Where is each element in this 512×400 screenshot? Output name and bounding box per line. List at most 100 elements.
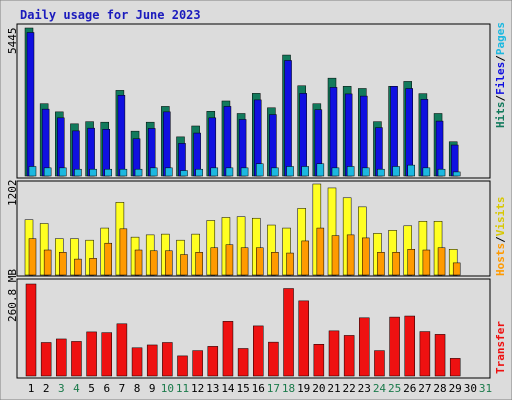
day-tick-label: 4 <box>73 382 80 395</box>
hosts-bar <box>165 250 173 276</box>
pages-bar <box>180 170 188 177</box>
files-bar <box>435 120 444 177</box>
transfer-bar <box>389 316 400 377</box>
day-tick-label: 24 <box>373 382 387 395</box>
day-tick-label: 20 <box>312 382 325 395</box>
transfer-ymax-label: 260.8 MB <box>6 269 19 322</box>
transfer-bar <box>162 342 173 377</box>
legend-hits: Hits <box>494 102 507 129</box>
hosts-bar <box>286 252 294 276</box>
hosts-bar <box>437 247 446 276</box>
hosts-bar <box>422 249 431 276</box>
transfer-bar <box>40 342 52 377</box>
transfer-bar <box>71 341 82 377</box>
day-tick-label: 1 <box>28 382 35 395</box>
day-tick-label: 27 <box>418 382 431 395</box>
pages-bar <box>377 168 385 177</box>
hosts-bar <box>362 237 370 276</box>
day-tick-label: 26 <box>403 382 416 395</box>
hosts-bar <box>256 247 264 276</box>
legend-separator: / <box>494 95 507 102</box>
pages-bar <box>74 168 82 177</box>
day-tick-label: 14 <box>221 382 235 395</box>
hosts-bar <box>271 252 279 276</box>
hosts-bar <box>452 262 461 276</box>
transfer-bar <box>116 323 128 377</box>
day-tick-label: 22 <box>343 382 356 395</box>
day-tick-label: 29 <box>449 382 462 395</box>
transfer-bars <box>25 283 461 377</box>
hosts-bar <box>134 249 143 276</box>
pages-bar <box>331 167 340 177</box>
day-tick-label: 10 <box>161 382 174 395</box>
files-bar <box>450 144 459 177</box>
transfer-bar <box>86 331 97 377</box>
day-tick-label: 11 <box>176 382 189 395</box>
transfer-bar <box>131 347 143 377</box>
files-bar <box>344 93 353 177</box>
legend-files: Files <box>494 62 507 95</box>
pages-bar <box>407 164 415 177</box>
pages-bar <box>240 167 249 177</box>
transfer-bar <box>237 348 249 377</box>
day-tick-label: 28 <box>433 382 446 395</box>
pages-bar <box>271 167 279 177</box>
transfer-bar <box>207 346 219 377</box>
pages-bar <box>28 166 37 177</box>
pages-bar <box>392 166 400 177</box>
files-bar <box>117 95 126 177</box>
files-bar <box>299 93 307 177</box>
transfer-bar <box>268 341 279 377</box>
hosts-bar <box>240 247 249 276</box>
files-bar <box>360 95 368 177</box>
hosts-bar <box>331 235 340 276</box>
transfer-bar <box>25 283 37 377</box>
transfer-bar <box>283 288 294 377</box>
pages-bar <box>210 167 219 177</box>
pages-bar <box>301 166 309 177</box>
day-tick-label: 15 <box>236 382 249 395</box>
transfer-bar <box>328 330 340 377</box>
hosts-bar <box>392 252 400 276</box>
pages-bar <box>134 168 143 177</box>
transfer-bar <box>434 334 446 377</box>
files-bar <box>375 127 383 177</box>
transfer-bar <box>313 344 325 377</box>
hosts-bar <box>301 240 309 276</box>
hosts-bar <box>104 242 112 276</box>
visits-ymax-label: 1202 <box>6 180 19 207</box>
legend-hosts: Hosts <box>494 243 507 276</box>
hosts-bar <box>43 249 52 276</box>
transfer-bar <box>222 321 234 377</box>
hosts-bar <box>195 252 203 276</box>
hosts-bar <box>225 244 234 276</box>
hosts-bar <box>74 258 82 276</box>
files-bar <box>390 86 398 177</box>
pages-bar <box>422 167 431 177</box>
hosts-bar <box>89 258 97 276</box>
day-tick-label: 19 <box>297 382 310 395</box>
pages-bar <box>149 167 158 177</box>
transfer-bar <box>419 331 431 377</box>
transfer-bar <box>449 358 461 377</box>
day-tick-label: 16 <box>252 382 265 395</box>
files-bar <box>238 119 247 177</box>
pages-bar <box>119 168 128 177</box>
hosts-bar <box>316 227 325 276</box>
pages-bar <box>346 166 355 177</box>
transfer-bar <box>192 350 203 377</box>
day-tick-label: 17 <box>267 382 280 395</box>
pages-bar <box>59 167 67 177</box>
transfer-bar <box>56 338 67 377</box>
day-tick-label: 3 <box>58 382 65 395</box>
day-tick-label: 18 <box>282 382 295 395</box>
pages-bar <box>452 171 461 177</box>
legend-separator: / <box>494 236 507 243</box>
hosts-bar <box>149 250 158 276</box>
pages-bar <box>286 166 294 177</box>
legend-pages: Pages <box>494 22 507 55</box>
day-tick-label: 23 <box>358 382 371 395</box>
hits-files-pages-bars <box>24 27 461 177</box>
